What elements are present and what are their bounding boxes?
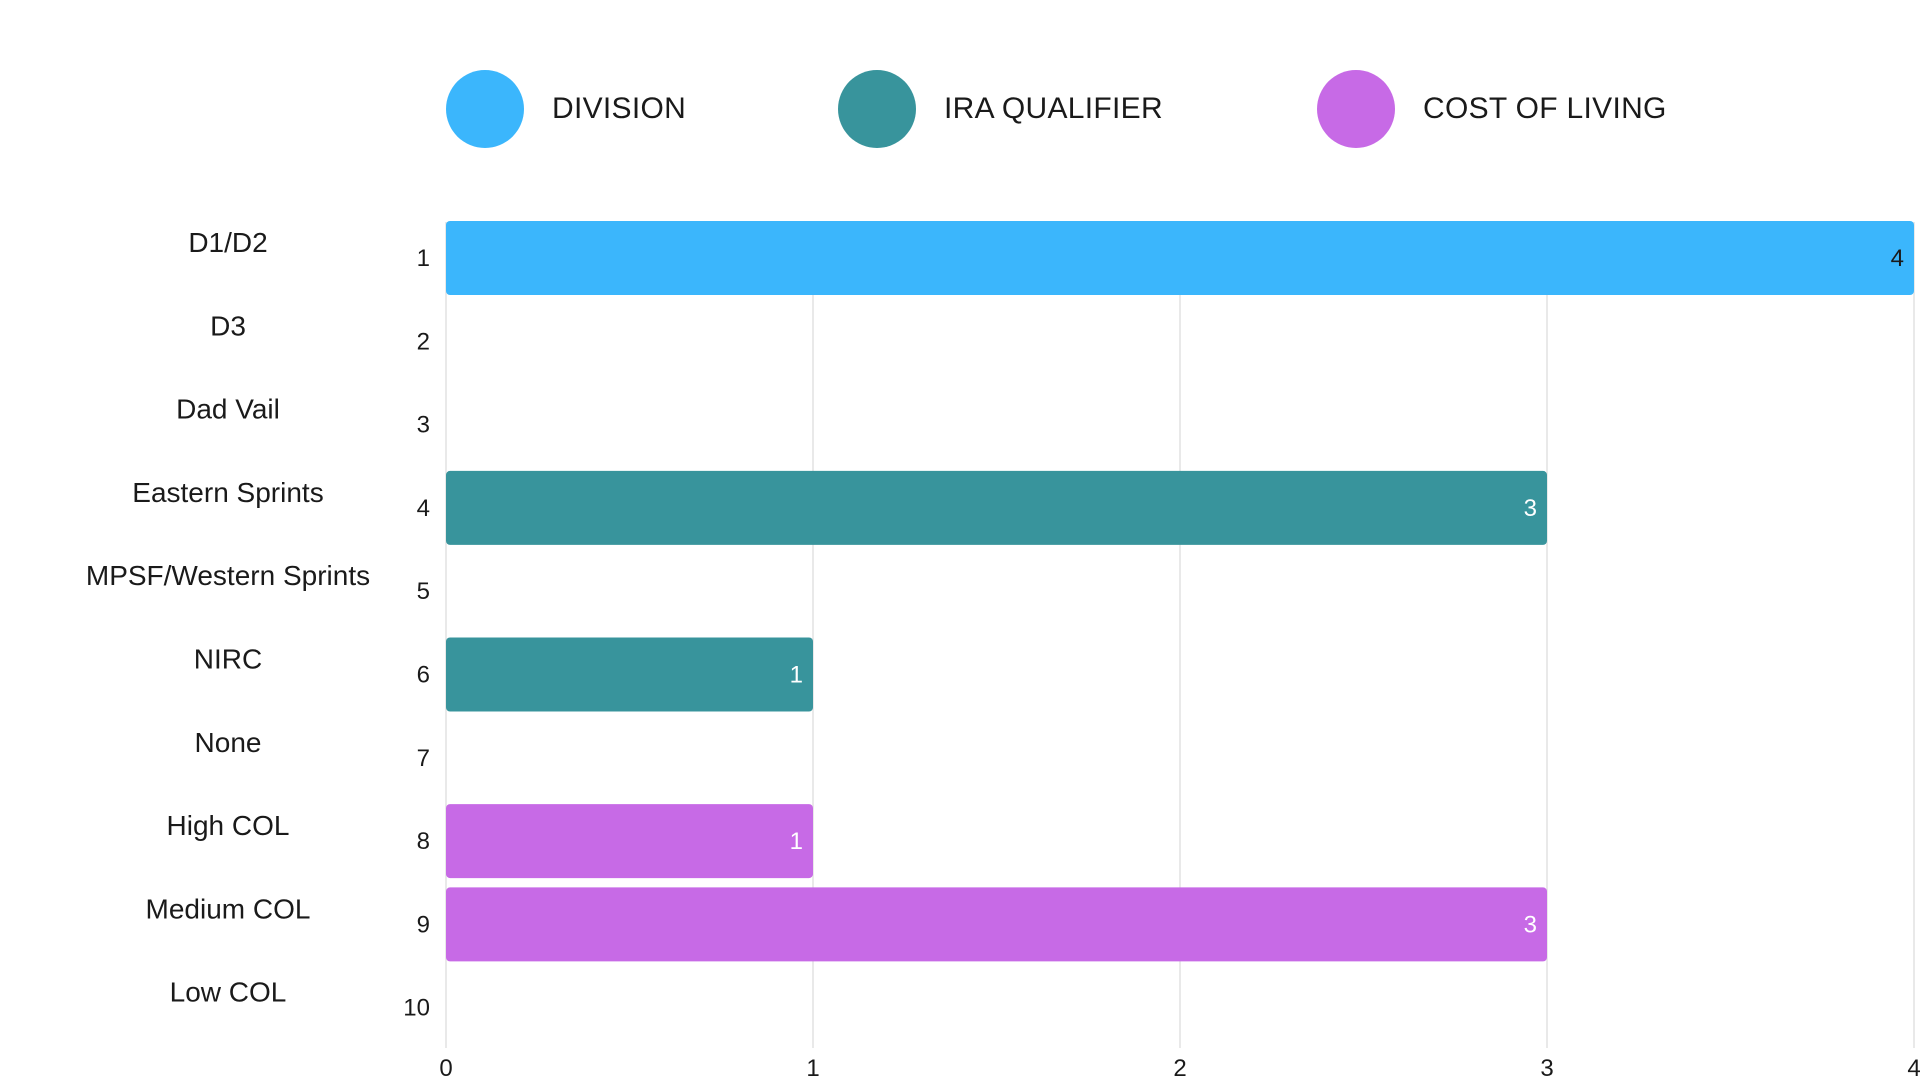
bar-value-label: 3 <box>1524 911 1537 938</box>
bar-medium-col[interactable] <box>446 887 1547 962</box>
bar-value-label: 4 <box>1891 245 1904 272</box>
legend-item-division[interactable]: DIVISION <box>446 69 686 149</box>
row-number: 5 <box>417 578 430 605</box>
bar-d1-d2[interactable] <box>446 221 1914 295</box>
category-label: MPSF/Western Sprints <box>86 560 370 591</box>
legend-label-division: DIVISION <box>552 92 687 125</box>
category-labels: D1/D2 1 D3 2 Dad Vail 3 Eastern Sprints 4 MPSF/W… <box>86 227 430 1022</box>
row-number: 1 <box>417 245 430 272</box>
legend-swatch-ira-qualifier <box>838 70 916 148</box>
legend-swatch-cost-of-living <box>1317 70 1395 148</box>
bar-high-col[interactable] <box>446 804 813 879</box>
legend-swatch-division <box>446 70 524 148</box>
category-label: Eastern Sprints <box>132 477 323 508</box>
row-number: 2 <box>417 328 430 355</box>
x-axis: 0 1 2 3 4 <box>439 1055 1920 1080</box>
legend-item-ira-qualifier[interactable]: IRA QUALIFIER <box>838 69 1163 149</box>
bar-nirc[interactable] <box>446 637 813 712</box>
legend-label-cost-of-living: COST OF LIVING <box>1423 92 1667 125</box>
bar-eastern-sprints[interactable] <box>446 470 1547 545</box>
category-label: D1/D2 <box>188 227 267 258</box>
row-number: 10 <box>403 995 430 1022</box>
row-number: 9 <box>417 911 430 938</box>
row-number: 3 <box>417 412 430 439</box>
category-label: High COL <box>167 810 290 841</box>
x-tick-label: 3 <box>1540 1055 1553 1080</box>
category-label: Low COL <box>170 977 287 1008</box>
x-tick-label: 4 <box>1907 1055 1920 1080</box>
x-tick-label: 0 <box>439 1055 452 1080</box>
category-label: Dad Vail <box>176 394 280 425</box>
bar-value-label: 3 <box>1524 495 1537 522</box>
row-number: 4 <box>417 495 430 522</box>
bars: 4 3 1 1 3 <box>446 221 1914 962</box>
category-label: None <box>195 727 262 758</box>
bar-value-label: 1 <box>790 828 803 855</box>
legend-label-ira-qualifier: IRA QUALIFIER <box>944 92 1163 125</box>
category-label: D3 <box>210 310 246 341</box>
bar-value-label: 1 <box>790 662 803 689</box>
legend-item-cost-of-living[interactable]: COST OF LIVING <box>1317 69 1667 149</box>
row-number: 6 <box>417 662 430 689</box>
x-tick-label: 2 <box>1173 1055 1186 1080</box>
row-number: 8 <box>417 828 430 855</box>
x-tick-label: 1 <box>806 1055 819 1080</box>
row-number: 7 <box>417 745 430 772</box>
category-label: Medium COL <box>146 893 311 924</box>
category-label: NIRC <box>194 644 262 675</box>
